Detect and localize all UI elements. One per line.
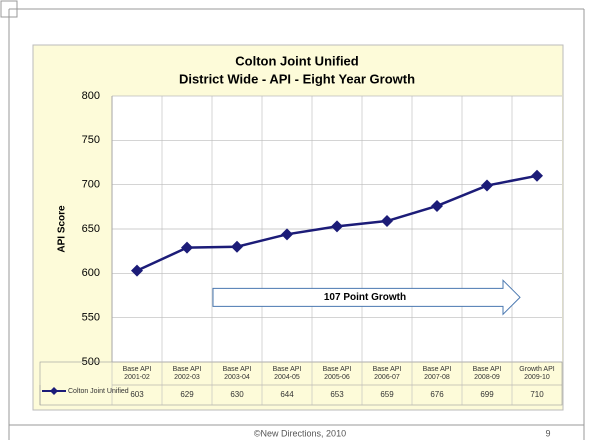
y-tick-label: 800 [82, 90, 100, 102]
chart-title: Colton Joint Unified [235, 53, 359, 68]
growth-arrow [212, 279, 521, 316]
x-tick-label: Base API 2005-06 [322, 366, 352, 381]
x-tick-label: Base API 2003-04 [222, 366, 252, 381]
y-tick-label: 600 [82, 267, 100, 279]
x-tick-label: Base API 2007-08 [422, 366, 452, 381]
table-value: 710 [530, 390, 544, 399]
data-point [281, 228, 293, 241]
data-point [531, 169, 543, 182]
data-table [39, 361, 563, 406]
x-tick-label: Base API 2004-05 [272, 366, 302, 381]
table-value: 603 [130, 390, 144, 399]
x-tick-label: Base API 2001-02 [122, 366, 152, 381]
footer-text: ©New Directions, 2010 [254, 428, 346, 438]
table-value: 644 [280, 390, 294, 399]
y-tick-label: 650 [82, 223, 100, 235]
data-point [181, 241, 193, 254]
data-point [331, 220, 343, 233]
legend-marker [50, 387, 58, 395]
legend-label: Colton Joint Unified [68, 388, 129, 395]
data-point [231, 240, 243, 253]
table-value: 629 [180, 390, 194, 399]
y-tick-label: 700 [82, 179, 100, 191]
table-value: 699 [480, 390, 494, 399]
table-value: 659 [380, 390, 394, 399]
x-tick-label: Base API 2002-03 [172, 366, 202, 381]
table-value: 676 [430, 390, 444, 399]
chart-subtitle: District Wide - API - Eight Year Growth [179, 71, 415, 86]
annotation: 107 Point Growth [324, 292, 406, 303]
data-point [131, 264, 143, 277]
x-tick-label: Base API 2008-09 [472, 366, 502, 381]
data-point [381, 215, 393, 228]
table-value: 630 [230, 390, 244, 399]
data-point [481, 179, 493, 192]
x-tick-label: Base API 2006-07 [372, 366, 402, 381]
page-number: 9 [545, 428, 550, 438]
y-tick-label: 550 [82, 312, 100, 324]
data-point [431, 199, 443, 212]
y-tick-label: 750 [82, 134, 100, 146]
x-tick-label: Growth API 2009-10 [519, 366, 555, 381]
y-axis-label: API Score [57, 205, 68, 253]
table-value: 653 [330, 390, 344, 399]
